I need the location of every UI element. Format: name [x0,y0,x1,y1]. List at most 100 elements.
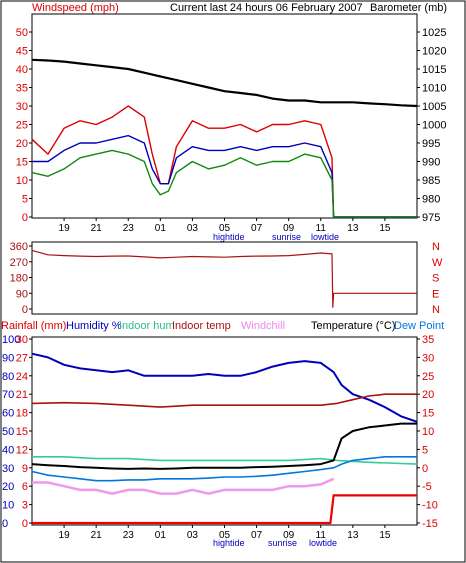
wind-panel [31,13,418,219]
baro-right-tick-label: 1015 [422,64,446,76]
direction-series [31,249,417,308]
rain-axis-tick-label: 30 [2,463,14,475]
wind-right-axis: 1025 1020 1015 1010 1005 1000 995 990 985 980 975 [417,27,446,224]
windchill-label: Windchill [241,320,285,332]
weather-x-tick-label: 11 [316,530,327,541]
temp-right-tick-label: -15 [422,518,438,530]
hum-left-tick-label: 18 [16,408,28,420]
compass-label: E [432,288,439,300]
direction-left-axis: 360 270 180 90 0 [10,241,32,316]
wind-x-tick-label: 23 [123,223,135,234]
wind-x-tick-label: 07 [251,223,263,234]
rainfall-label: Rainfall (mm) [1,320,66,332]
compass-label: N [432,304,440,316]
weather-x-tick-label: 03 [187,530,199,541]
wind-left-tick-label: 10 [16,175,28,187]
weather-x-tick-label: 21 [91,530,103,541]
humidity-line [31,352,418,423]
hum-left-tick-label: 24 [16,371,28,383]
baro-right-tick-label: 1000 [422,120,446,132]
weather-x-tick-label: 23 [123,530,135,541]
wind-left-tick-label: 0 [22,212,28,224]
weather-x-tick-label: 07 [251,530,263,541]
weather-x-tick-label: 13 [347,530,359,541]
rain-axis-tick-label: 40 [2,444,14,456]
temp-right-tick-label: 30 [422,352,434,364]
rain-axis-tick-label: 90 [2,352,14,364]
rain-axis-tick-label: 50 [2,426,14,438]
wind-series [31,58,418,218]
hum-left-tick-label: 0 [22,518,28,530]
dir-left-tick-label: 180 [10,273,28,285]
event-sunrise-2: sunrise [268,538,297,548]
wind-x-axis: 19 21 23 01 03 05 07 09 11 13 15 [59,218,391,234]
baro-right-tick-label: 975 [422,212,440,224]
hum-left-tick-label: 3 [22,500,28,512]
wind-x-tick-label: 09 [283,223,295,234]
baro-right-tick-label: 995 [422,138,440,150]
indoor_hum-line [32,456,418,465]
direction-panel [31,241,418,315]
temp-right-tick-label: 35 [422,334,434,346]
hum-left-tick-label: 12 [16,444,28,456]
wind-left-tick-label: 35 [16,83,28,95]
baro-right-tick-label: 1005 [422,101,446,113]
weather-x-tick-label: 09 [283,530,295,541]
dir-left-tick-label: 270 [10,257,28,269]
hum-left-tick-label: 6 [22,481,28,493]
rain-axis-tick-label: 20 [2,481,14,493]
event-lowtide-2: lowtide [309,538,337,548]
weather-series [31,352,418,525]
wind_gust-line [31,105,417,218]
wind-x-tick-label: 11 [316,223,327,234]
temp-right-tick-label: 10 [422,426,434,438]
temperature-axis: 35 30 25 20 15 10 5 0 -5 -10 -15 [417,334,438,530]
hum-left-tick-label: 30 [16,334,28,346]
rain-axis-tick-label: 0 [2,518,8,530]
dew_point-line [31,456,417,482]
dir-left-tick-label: 0 [22,304,28,316]
event-sunrise-1: sunrise [272,232,301,242]
compass-label: S [432,273,439,285]
dir-left-tick-label: 360 [10,241,28,253]
compass-label: W [432,257,443,269]
hum-left-tick-label: 27 [16,352,28,364]
rain-axis-tick-label: 10 [2,500,14,512]
hum-left-tick-label: 9 [22,463,28,475]
wind-x-tick-label: 01 [155,223,167,234]
weather-x-tick-label: 01 [155,530,167,541]
baro-right-tick-label: 1010 [422,83,446,95]
rain-axis-tick-label: 80 [2,371,14,383]
rain-axis-tick-label: 100 [2,334,20,346]
rainfall-line [32,494,417,525]
wind-x-tick-label: 15 [379,223,391,234]
wind-left-tick-label: 30 [16,101,28,113]
baro-right-tick-label: 1025 [422,27,446,39]
wind-left-tick-label: 50 [16,27,28,39]
rain-axis-tick-label: 60 [2,408,14,420]
event-hightide-2: hightide [213,538,245,548]
windchill-line [32,477,335,495]
temp-right-tick-label: 15 [422,408,434,420]
weather-x-tick-label: 05 [219,530,231,541]
wind-left-tick-label: 20 [16,138,28,150]
hum-left-tick-label: 15 [16,426,28,438]
indoor-temp-label: Indoor temp [172,320,231,332]
temp-right-tick-label: -10 [422,500,438,512]
baro-right-tick-label: 985 [422,175,440,187]
wind-x-tick-label: 03 [187,223,199,234]
wind_low-line [31,149,417,218]
wind-left-tick-label: 40 [16,64,28,76]
wind-events: hightide sunrise lowtide [213,232,339,242]
temp-right-tick-label: 5 [422,444,428,456]
temp-right-tick-label: 25 [422,371,434,383]
wind-x-tick-label: 19 [59,223,71,234]
weather-events: hightide sunrise lowtide [213,538,337,548]
weather-x-axis: 19 21 23 01 03 05 07 09 11 13 15 [59,525,391,541]
